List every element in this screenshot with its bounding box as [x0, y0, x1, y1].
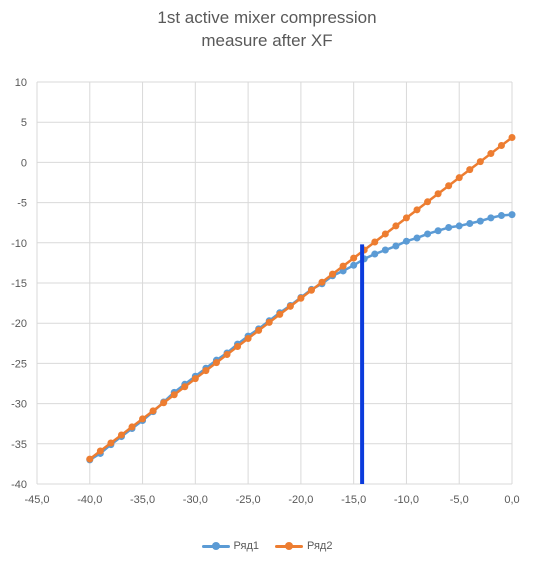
- x-tick-label: -15,0: [341, 494, 366, 506]
- series-1-point: [434, 227, 442, 235]
- series-1-point: [424, 230, 432, 238]
- series-2-point: [297, 294, 305, 302]
- series-2-point: [128, 423, 136, 431]
- series-2-point: [255, 326, 263, 334]
- x-tick-label: 0,0: [504, 494, 519, 506]
- series-2-point: [487, 150, 495, 158]
- series-2-point: [476, 158, 484, 166]
- series-1-point: [445, 224, 453, 232]
- series-2-point: [371, 238, 379, 246]
- series-2-point: [350, 254, 358, 262]
- series-2-point: [170, 391, 178, 399]
- series-2-point: [329, 270, 337, 278]
- legend-swatch-series-2: [275, 541, 303, 551]
- series-2-point: [181, 383, 189, 391]
- series-2-point: [86, 455, 94, 463]
- x-tick-label: -10,0: [394, 494, 419, 506]
- series-2-point: [223, 351, 231, 359]
- series-2-point: [392, 222, 400, 230]
- series-2-point: [202, 367, 210, 375]
- y-tick-label: -20: [11, 318, 27, 330]
- legend-label-series-2: Ряд2: [307, 540, 333, 552]
- y-tick-label: -5: [17, 198, 27, 210]
- y-tick-label: -35: [11, 439, 27, 451]
- series-2-point: [117, 431, 125, 439]
- legend-item-series-2: Ряд2: [275, 540, 332, 552]
- y-tick-label: 10: [15, 77, 27, 89]
- series-2-point: [381, 230, 389, 238]
- x-tick-label: -40,0: [77, 494, 102, 506]
- series-1-point: [371, 250, 379, 258]
- legend-item-series-1: Ряд1: [201, 540, 259, 552]
- series-2-point: [191, 375, 199, 383]
- series-1-point: [350, 261, 358, 269]
- series-1-point: [413, 234, 421, 242]
- series-2-point: [455, 174, 463, 182]
- legend-label-series-1: Ряд1: [233, 540, 259, 552]
- y-tick-label: -30: [11, 399, 27, 411]
- x-tick-label: -30,0: [183, 494, 208, 506]
- x-tick-label: -20,0: [288, 494, 313, 506]
- series-1-point: [455, 222, 463, 230]
- series-2-point: [307, 286, 315, 294]
- series-2-point: [160, 399, 168, 407]
- series-2-point: [139, 415, 147, 423]
- x-tick-label: -35,0: [130, 494, 155, 506]
- series-1-point: [476, 217, 484, 225]
- chart-plot-area: -45,0 -40,0 -35,0 -30,0 -25,0 -20,0 -15,0 -10,0…: [11, 77, 520, 506]
- series-2-point: [318, 278, 326, 286]
- series-1-point: [487, 214, 495, 222]
- x-tick-label: -45,0: [24, 494, 49, 506]
- x-tick-label: -5,0: [450, 494, 469, 506]
- y-tick-label: -25: [11, 358, 27, 370]
- y-tick-label: 5: [21, 117, 27, 129]
- series-1-point: [392, 242, 400, 250]
- series-2-point: [424, 198, 432, 206]
- y-tick-label: 0: [21, 157, 27, 169]
- series-1-point: [508, 211, 516, 219]
- series-1-point: [497, 211, 505, 219]
- series-1-point: [339, 267, 347, 275]
- series-2-point: [149, 407, 157, 415]
- series-2-point: [244, 334, 252, 342]
- y-tick-label: -40: [11, 479, 27, 491]
- chart-title-line-2: measure after XF: [201, 31, 333, 50]
- series-2-point: [413, 206, 421, 214]
- series-2-point: [339, 262, 347, 270]
- x-tick-label: -25,0: [236, 494, 261, 506]
- series-2-point: [234, 343, 242, 351]
- series-2-point: [286, 302, 294, 310]
- series-1-point: [381, 246, 389, 254]
- series-2-point: [107, 439, 115, 447]
- series-2-point: [276, 310, 284, 318]
- series-2-point: [508, 133, 516, 141]
- series-2-point: [212, 359, 220, 367]
- series-2-point: [96, 447, 104, 455]
- series-2-point: [434, 190, 442, 198]
- series-2-point: [402, 214, 410, 222]
- legend-swatch-series-1: [201, 541, 230, 551]
- series-2-point: [497, 142, 505, 150]
- series-2-point: [445, 182, 453, 190]
- y-tick-label: -10: [11, 238, 27, 250]
- series-1-point: [402, 237, 410, 245]
- series-1-point: [466, 220, 474, 228]
- y-tick-label: -15: [11, 278, 27, 290]
- chart-title-line-1: 1st active mixer compression: [157, 8, 377, 27]
- series-2-point: [265, 318, 273, 326]
- series-2-point: [466, 166, 474, 174]
- chart-legend: Ряд1 Ряд2: [0, 540, 534, 552]
